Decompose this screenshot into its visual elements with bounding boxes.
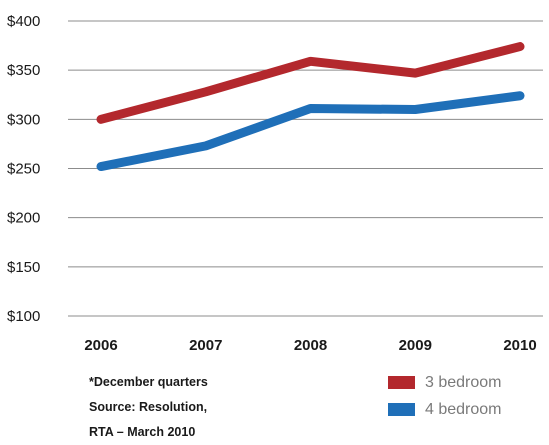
x-axis-tick-labels: 2006 2007 2008 2009 2010 <box>84 337 536 354</box>
legend-label-3-bedroom: 3 bedroom <box>425 373 502 391</box>
gridlines <box>68 20 543 317</box>
y-tick-label: $300 <box>7 111 40 128</box>
footnote-line-3: RTA – March 2010 <box>89 425 196 439</box>
y-axis-tick-labels: $100 $150 $200 $250 $300 $350 $400 <box>7 13 40 325</box>
series-line-3-bedroom <box>96 42 525 124</box>
legend: 3 bedroom 4 bedroom <box>388 369 502 423</box>
legend-item-3-bedroom: 3 bedroom <box>388 369 502 396</box>
x-tick-label: 2008 <box>294 337 327 354</box>
footnote-line-1: *December quarters <box>89 375 208 389</box>
y-tick-label: $350 <box>7 62 40 79</box>
y-tick-label: $200 <box>7 210 40 227</box>
legend-swatch-4-bedroom <box>388 403 415 416</box>
chart-footnote: *December quarters Source: Resolution, R… <box>89 370 208 445</box>
line-chart: $100$150$200$250$300$350$400 2006 2007 200… <box>7 13 543 354</box>
legend-label-4-bedroom: 4 bedroom <box>425 400 502 418</box>
legend-swatch-3-bedroom <box>388 376 415 389</box>
legend-item-4-bedroom: 4 bedroom <box>388 396 502 423</box>
footnote-line-2: Source: Resolution, <box>89 400 208 414</box>
series-line-4-bedroom <box>96 91 525 172</box>
y-tick-label: $250 <box>7 161 40 178</box>
x-tick-label: 2007 <box>189 337 222 354</box>
x-tick-label: 2006 <box>84 337 117 354</box>
x-tick-label: 2010 <box>503 337 536 354</box>
series-lines <box>96 42 525 172</box>
x-tick-label: 2009 <box>399 337 432 354</box>
y-tick-label: $400 <box>7 13 40 30</box>
chart: $100 $150 $200 $250 $300 $350 $400 2006 2007 200… <box>7 13 543 354</box>
y-tick-label: $100 <box>7 308 40 325</box>
y-tick-label: $150 <box>7 259 40 276</box>
